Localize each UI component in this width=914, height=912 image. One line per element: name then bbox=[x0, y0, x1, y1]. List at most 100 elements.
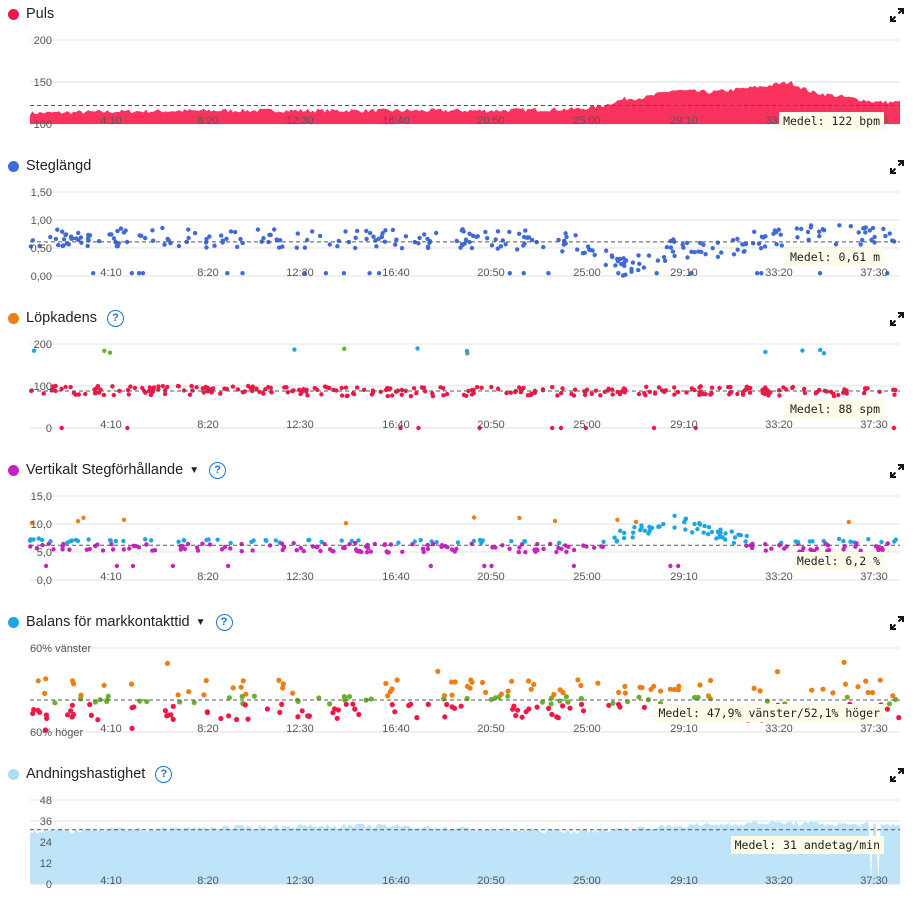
data-point bbox=[76, 237, 81, 243]
data-point bbox=[39, 537, 45, 543]
data-point bbox=[805, 229, 811, 235]
data-point bbox=[186, 235, 191, 241]
data-point bbox=[301, 548, 306, 554]
data-point bbox=[887, 231, 892, 236]
data-point bbox=[114, 243, 120, 249]
data-point bbox=[280, 685, 286, 691]
data-point bbox=[128, 681, 135, 687]
data-point bbox=[830, 690, 836, 696]
data-point bbox=[67, 547, 72, 552]
help-icon[interactable]: ? bbox=[106, 309, 124, 327]
data-point bbox=[105, 693, 111, 699]
panel-title[interactable]: Vertikalt Stegförhållande bbox=[26, 462, 184, 478]
help-icon[interactable]: ? bbox=[215, 613, 233, 631]
data-point bbox=[34, 546, 40, 551]
data-point bbox=[53, 388, 58, 394]
chevron-down-icon[interactable]: ▼ bbox=[189, 464, 200, 476]
data-point bbox=[828, 389, 834, 394]
data-point bbox=[411, 386, 417, 391]
expand-icon[interactable] bbox=[890, 616, 904, 630]
data-point bbox=[522, 539, 528, 544]
data-point bbox=[412, 539, 417, 544]
data-point bbox=[606, 386, 611, 391]
data-point bbox=[334, 715, 340, 721]
data-point bbox=[646, 253, 652, 258]
data-point bbox=[471, 515, 477, 520]
data-point bbox=[503, 242, 508, 247]
data-point bbox=[113, 538, 119, 544]
data-point bbox=[877, 677, 883, 683]
expand-icon[interactable] bbox=[890, 312, 904, 326]
data-point bbox=[567, 705, 573, 711]
y-tick-label: 60% höger bbox=[30, 727, 84, 739]
data-point bbox=[774, 242, 779, 247]
data-point bbox=[837, 223, 842, 228]
data-point bbox=[230, 384, 236, 389]
panel-title[interactable]: Balans för markkontakttid bbox=[26, 614, 190, 630]
data-point bbox=[742, 387, 748, 393]
data-point bbox=[777, 393, 782, 398]
data-point bbox=[877, 389, 882, 394]
y-tick-label: 200 bbox=[34, 339, 52, 351]
data-point bbox=[729, 529, 734, 534]
data-point bbox=[658, 688, 664, 694]
data-point bbox=[771, 231, 776, 236]
data-point bbox=[603, 262, 608, 268]
expand-icon[interactable] bbox=[890, 8, 904, 22]
data-point bbox=[266, 385, 271, 390]
data-point bbox=[425, 542, 430, 548]
chevron-down-icon[interactable]: ▼ bbox=[195, 616, 206, 628]
data-point bbox=[59, 386, 64, 392]
expand-icon[interactable] bbox=[890, 160, 904, 174]
expand-icon[interactable] bbox=[890, 768, 904, 782]
data-point bbox=[129, 725, 135, 731]
data-point bbox=[261, 236, 266, 241]
data-point bbox=[94, 385, 100, 390]
data-point bbox=[695, 526, 700, 532]
data-point bbox=[541, 244, 546, 250]
data-point bbox=[140, 271, 146, 276]
data-point bbox=[683, 527, 688, 532]
data-point bbox=[71, 681, 77, 687]
data-point bbox=[59, 425, 64, 431]
x-tick-label: 37:30 bbox=[860, 267, 888, 279]
data-point bbox=[107, 538, 113, 543]
data-point bbox=[559, 390, 564, 396]
data-point bbox=[661, 255, 667, 260]
data-point bbox=[203, 384, 208, 390]
data-point bbox=[621, 535, 627, 541]
data-point bbox=[821, 228, 827, 233]
data-point bbox=[376, 271, 382, 276]
data-point bbox=[860, 237, 865, 243]
data-point bbox=[425, 236, 430, 242]
data-point bbox=[206, 537, 211, 542]
data-point bbox=[697, 682, 703, 688]
data-point bbox=[833, 242, 839, 247]
data-point bbox=[554, 549, 559, 555]
data-point bbox=[575, 247, 580, 252]
data-point bbox=[368, 696, 374, 702]
data-point bbox=[389, 702, 395, 708]
help-icon[interactable]: ? bbox=[155, 765, 173, 783]
x-tick-label: 37:30 bbox=[860, 571, 888, 583]
data-point bbox=[643, 393, 648, 398]
data-point bbox=[884, 706, 891, 712]
help-icon[interactable]: ? bbox=[209, 461, 227, 479]
data-point bbox=[630, 260, 636, 265]
data-point bbox=[549, 711, 555, 717]
data-point bbox=[305, 393, 310, 398]
data-point bbox=[170, 716, 176, 722]
data-point bbox=[587, 247, 592, 252]
data-point bbox=[63, 384, 68, 390]
data-point bbox=[700, 391, 706, 397]
data-point bbox=[540, 387, 546, 392]
data-point bbox=[869, 237, 874, 242]
data-point bbox=[349, 538, 354, 544]
data-point bbox=[670, 249, 676, 254]
data-point bbox=[342, 346, 347, 351]
expand-icon[interactable] bbox=[890, 464, 904, 478]
data-point bbox=[455, 540, 461, 545]
data-point bbox=[509, 539, 514, 544]
data-point bbox=[268, 232, 273, 238]
data-point bbox=[389, 686, 395, 692]
